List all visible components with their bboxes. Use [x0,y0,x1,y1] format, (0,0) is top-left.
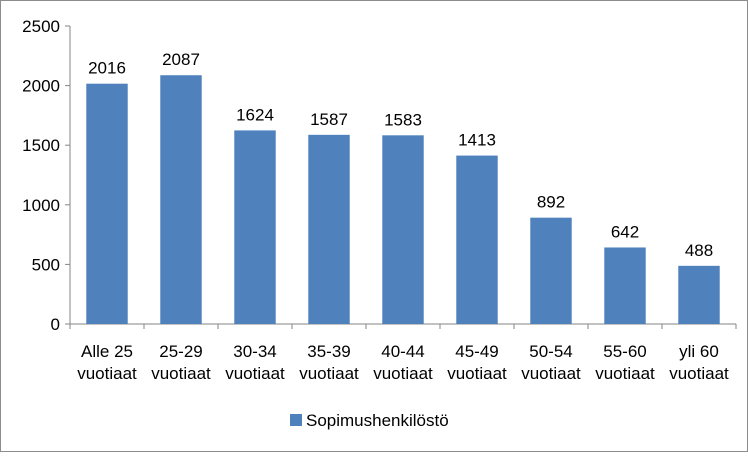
data-labels: 2016 2087 1624 1587 1583 1413 892 642 488 [88,50,713,260]
bars [86,75,720,324]
x-tick-label-line: 45-49 [455,342,498,361]
bar [382,135,424,324]
x-tick-label-line: vuotiaat [77,364,137,383]
x-tick-label-line: Alle 25 [81,342,133,361]
x-tick-label-line: 50-54 [529,342,572,361]
x-tick-label-line: 55-60 [603,342,646,361]
x-tick-label: Alle 25 vuotiaat [77,342,137,383]
y-tick-label: 500 [32,255,60,274]
data-label: 892 [537,193,565,212]
x-tick-label: 30-34 vuotiaat [225,342,285,383]
data-label: 1624 [236,105,274,124]
x-tick-label-line: 35-39 [307,342,350,361]
bar [678,265,720,324]
x-tick-label-line: vuotiaat [447,364,507,383]
x-tick-label-line: vuotiaat [225,364,285,383]
data-label: 1413 [458,131,496,150]
data-label: 1583 [384,110,422,129]
y-tick-label: 2000 [22,77,60,96]
x-tick-label-line: vuotiaat [373,364,433,383]
data-label: 2016 [88,59,126,78]
x-tick-label-line: vuotiaat [669,364,729,383]
x-tick-label-line: vuotiaat [299,364,359,383]
legend-label: Sopimushenkilöstö [306,411,449,430]
x-axis: Alle 25 vuotiaat 25-29 vuotiaat 30-34 vuotiaa… [69,323,737,383]
x-tick-label: 50-54 vuotiaat [521,342,581,383]
data-label: 2087 [162,50,200,69]
legend-swatch [290,414,302,426]
x-tick-label-line: vuotiaat [151,364,211,383]
x-tick-label: yli 60 vuotiaat [669,342,729,383]
x-tick-label-line: vuotiaat [521,364,581,383]
bar [160,75,202,324]
x-tick-label-line: 25-29 [159,342,202,361]
y-tick-label: 1500 [22,136,60,155]
bar [86,83,128,324]
x-tick-label-line: 30-34 [233,342,276,361]
y-tick-label: 0 [51,315,60,334]
y-tick-label: 1000 [22,196,60,215]
x-tick-label-line: vuotiaat [595,364,655,383]
data-label: 642 [611,222,639,241]
bar [308,134,350,324]
x-tick-label: 25-29 vuotiaat [151,342,211,383]
legend: Sopimushenkilöstö [290,411,449,430]
y-axis: 0 500 1000 1500 2000 2500 [22,17,71,334]
data-label: 1587 [310,110,348,129]
bar [456,155,498,324]
x-tick-label-line: 40-44 [381,342,424,361]
bar [604,247,646,324]
x-tick-label: 40-44 vuotiaat [373,342,433,383]
x-tick-label: 35-39 vuotiaat [299,342,359,383]
y-tick-label: 2500 [22,17,60,36]
x-tick-label: 55-60 vuotiaat [595,342,655,383]
x-tick-label: 45-49 vuotiaat [447,342,507,383]
x-tick-label-line: yli 60 [679,342,719,361]
bar [234,130,276,324]
bar [530,217,572,324]
data-label: 488 [685,241,713,260]
